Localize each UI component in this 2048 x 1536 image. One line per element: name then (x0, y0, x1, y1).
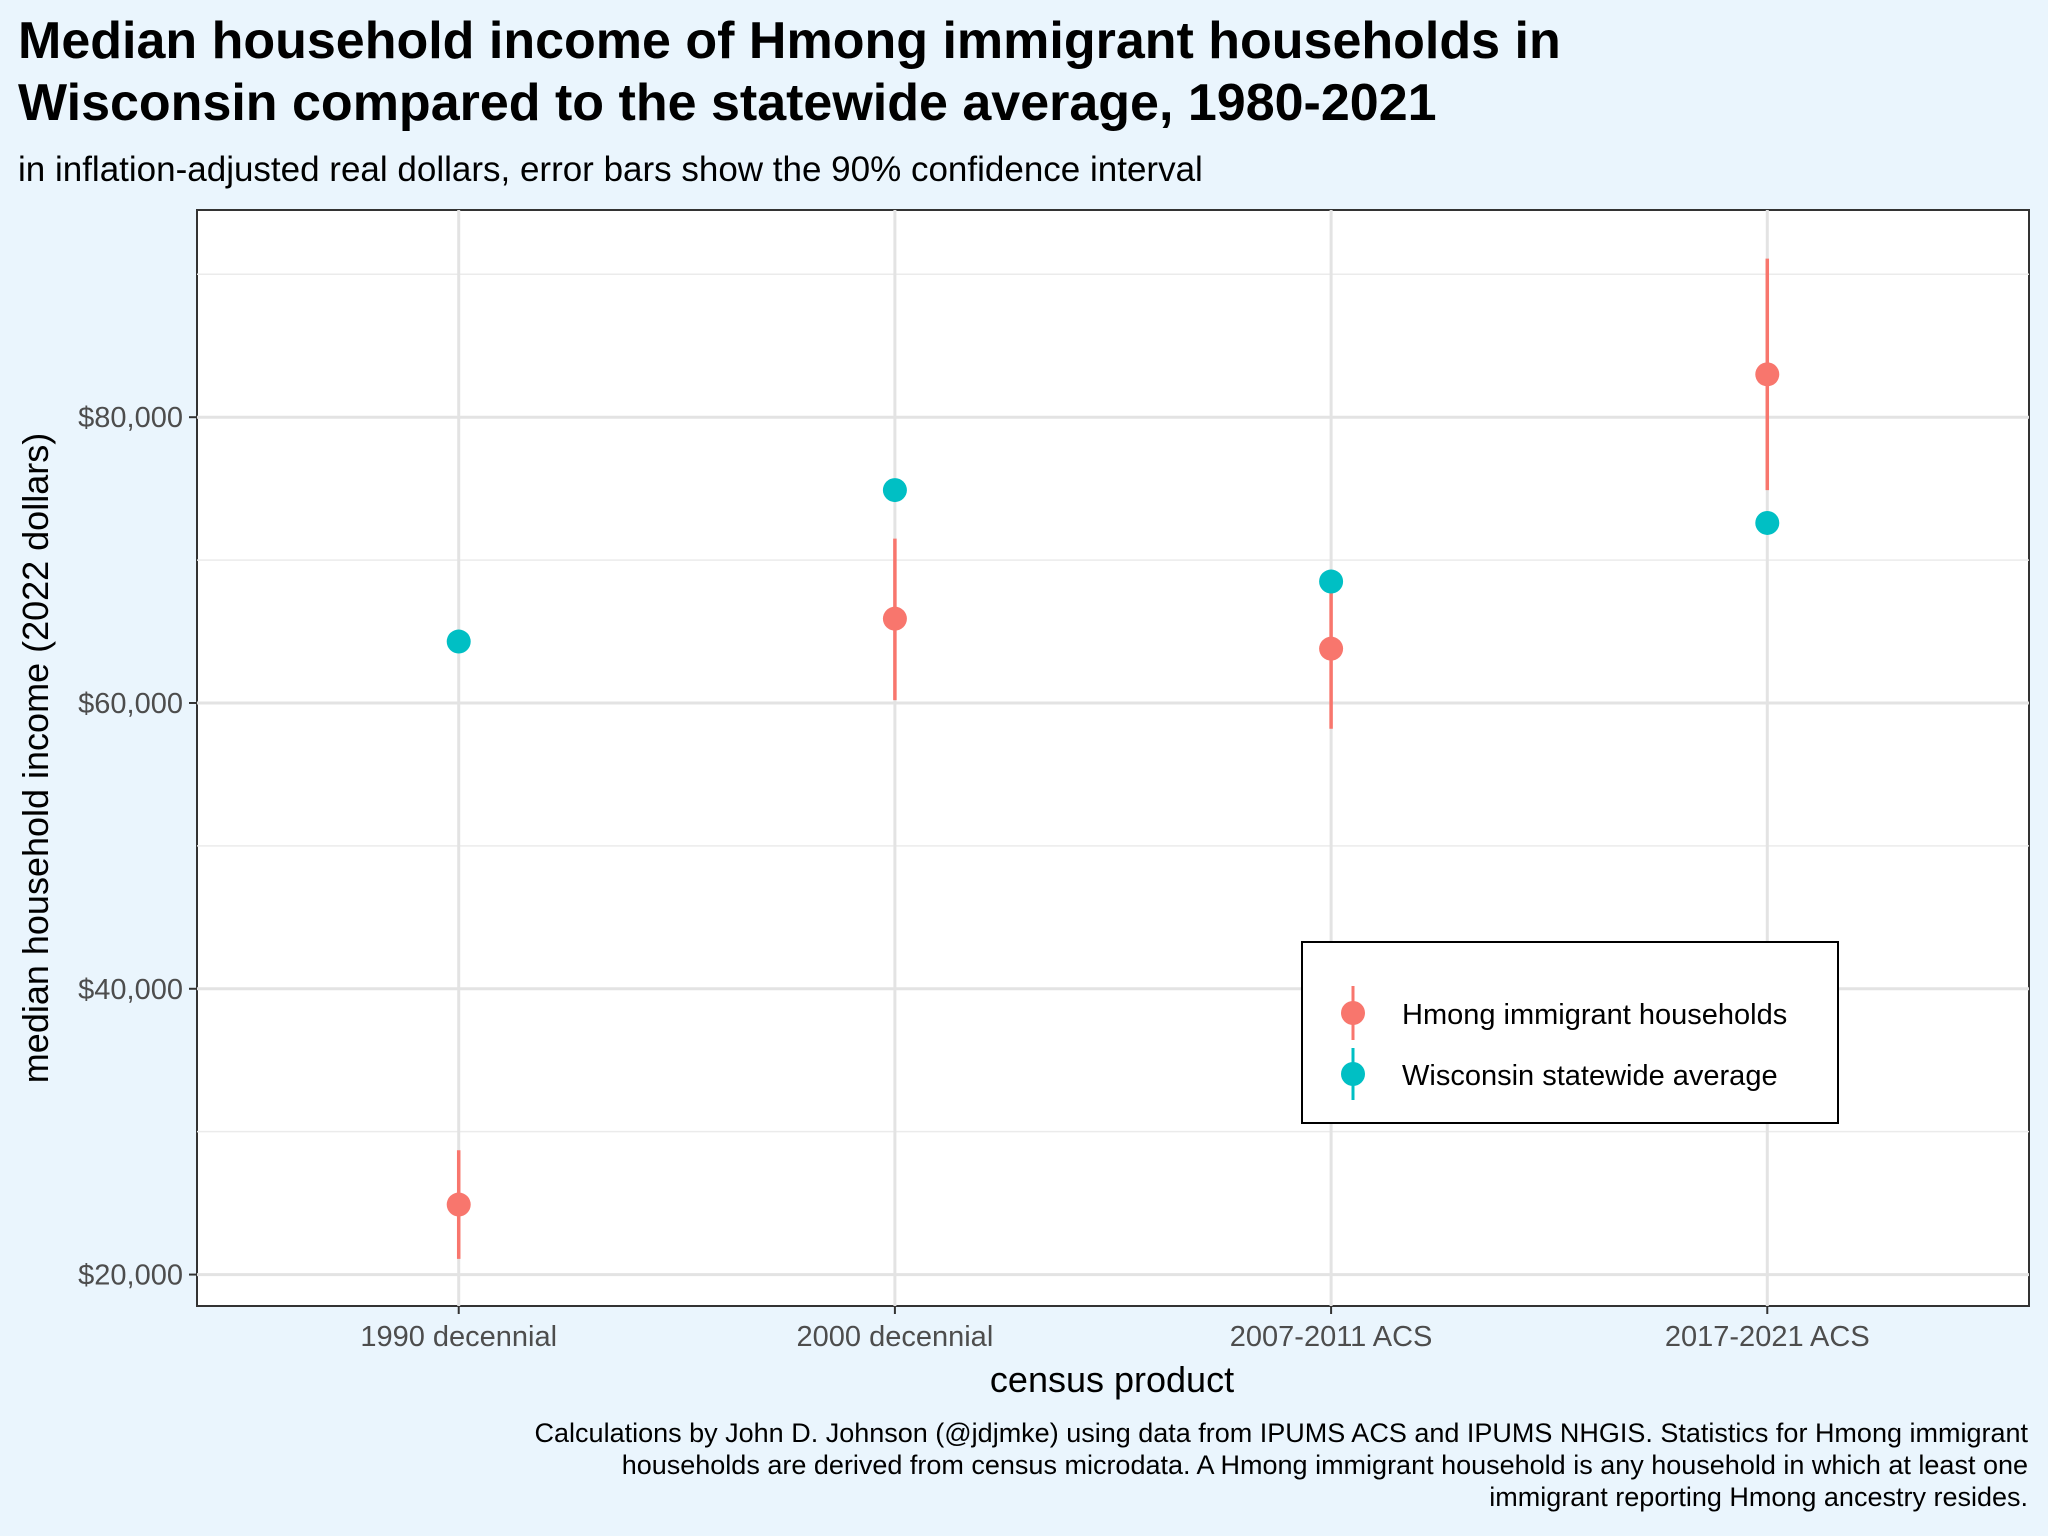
legend: Hmong immigrant households Wisconsin sta… (1301, 941, 1839, 1124)
point-hmong (1755, 362, 1780, 387)
grid-minor-lines (197, 273, 2029, 1133)
x-axis-title: census product (990, 1359, 1234, 1400)
point-wisconsin (882, 478, 907, 503)
point-wisconsin (1319, 569, 1344, 594)
data-points (446, 362, 1780, 1217)
y-tick-label: $40,000 (78, 974, 183, 1006)
chart-title-line1: Median household income of Hmong immigra… (18, 12, 1561, 70)
y-axis-ticks: $20,000 $40,000 $60,000 $80,000 (78, 402, 197, 1292)
point-wisconsin (446, 629, 471, 654)
point-hmong (1319, 636, 1344, 661)
x-tick-label: 1990 decennial (360, 1321, 557, 1353)
y-axis-title: median household income (2022 dollars) (15, 433, 56, 1083)
chart-subtitle: in inflation-adjusted real dollars, erro… (18, 150, 1203, 189)
legend-label-wisconsin: Wisconsin statewide average (1402, 1060, 1778, 1092)
caption-line3: immigrant reporting Hmong ancestry resid… (1489, 1482, 2028, 1512)
legend-key-point-wisconsin (1341, 1062, 1365, 1086)
point-wisconsin (1755, 510, 1780, 535)
chart-title-line2: Wisconsin compared to the statewide aver… (18, 74, 1437, 132)
legend-box (1301, 941, 1839, 1124)
point-hmong (882, 606, 907, 631)
y-tick-label: $60,000 (78, 688, 183, 720)
plot-panel (196, 209, 2030, 1307)
legend-label-hmong: Hmong immigrant households (1402, 999, 1787, 1031)
caption-line2: households are derived from census micro… (622, 1450, 2028, 1480)
y-tick-label: $80,000 (78, 402, 183, 434)
point-hmong (446, 1192, 471, 1217)
x-tick-label: 2007-2011 ACS (1230, 1321, 1433, 1353)
caption-line1: Calculations by John D. Johnson (@jdjmke… (535, 1418, 2029, 1448)
x-tick-label: 2017-2021 ACS (1665, 1321, 1870, 1353)
legend-key-point-hmong (1341, 1001, 1365, 1025)
y-tick-label: $20,000 (78, 1260, 183, 1292)
x-tick-label: 2000 decennial (797, 1321, 994, 1353)
x-axis-ticks: 1990 decennial 2000 decennial 2007-2011 AC… (360, 1306, 1870, 1353)
